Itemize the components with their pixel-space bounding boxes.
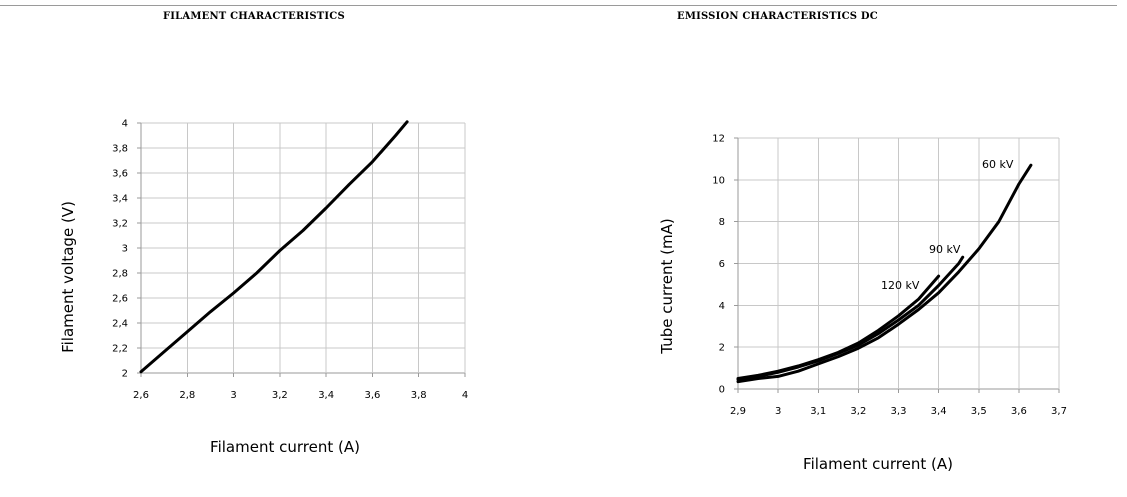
emission-x-tick-label: 2,9 [730, 406, 746, 417]
emission-series-label-120-kv: 120 kV [881, 279, 920, 292]
filament-series-line-main [139, 120, 409, 374]
filament-x-tick-label: 3,8 [411, 390, 427, 401]
emission-y-tick-label: 2 [719, 343, 725, 354]
filament-y-tick-label: 4 [122, 119, 128, 130]
emission-x-axis-title: Filament current (A) [803, 455, 953, 473]
emission-y-tick-label: 8 [719, 217, 725, 228]
filament-y-tick-label: 3,2 [112, 219, 128, 230]
emission-x-tick-label: 3 [775, 406, 781, 417]
filament-x-tick-label: 3 [230, 390, 236, 401]
emission-x-tick-label: 3,3 [891, 406, 907, 417]
filament-y-tick-label: 2,6 [112, 294, 128, 305]
emission-y-axis-title: Tube current (mA) [658, 218, 676, 354]
filament-x-tick-label: 4 [462, 390, 468, 401]
filament-x-tick-label: 2,6 [133, 390, 149, 401]
filament-x-tick-label: 3,2 [272, 390, 288, 401]
emission-y-tick-label: 12 [712, 134, 725, 145]
filament-y-axis-title: Filament voltage (V) [59, 201, 77, 353]
filament-x-axis-title: Filament current (A) [210, 438, 360, 456]
filament-x-tick-label: 3,4 [318, 390, 334, 401]
emission-x-tick-label: 3,7 [1051, 406, 1067, 417]
emission-series-line-90-kv [736, 255, 965, 382]
emission-x-tick-label: 3,4 [931, 406, 947, 417]
emission-x-tick-label: 3,1 [810, 406, 826, 417]
emission-series-label-60-kv: 60 kV [982, 158, 1014, 171]
emission-series-line-60-kv [736, 163, 1033, 384]
emission-chart-title: EMISSION CHARACTERISTICS DC [677, 11, 878, 22]
filament-x-tick-label: 3,6 [364, 390, 380, 401]
filament-y-tick-label: 3 [122, 244, 128, 255]
filament-y-tick-label: 3,8 [112, 144, 128, 155]
filament-chart-title: FILAMENT CHARACTERISTICS [163, 11, 345, 22]
filament-y-tick-label: 3,6 [112, 169, 128, 180]
top-divider-line [0, 5, 1117, 6]
emission-y-tick-label: 10 [712, 175, 725, 186]
emission-x-tick-label: 3,5 [971, 406, 987, 417]
emission-series-label-90-kv: 90 kV [929, 243, 961, 256]
filament-y-tick-label: 2,4 [112, 319, 128, 330]
filament-x-tick-label: 2,8 [179, 390, 195, 401]
emission-y-tick-label: 4 [719, 301, 725, 312]
emission-x-tick-label: 3,6 [1011, 406, 1027, 417]
filament-y-tick-label: 2,8 [112, 269, 128, 280]
emission-y-tick-label: 0 [719, 385, 725, 396]
filament-y-tick-label: 2,2 [112, 344, 128, 355]
emission-y-tick-label: 6 [719, 259, 725, 270]
emission-x-tick-label: 3,2 [850, 406, 866, 417]
filament-y-tick-label: 3,4 [112, 194, 128, 205]
emission-series-line-120-kv [736, 274, 941, 380]
filament-y-tick-label: 2 [122, 369, 128, 380]
